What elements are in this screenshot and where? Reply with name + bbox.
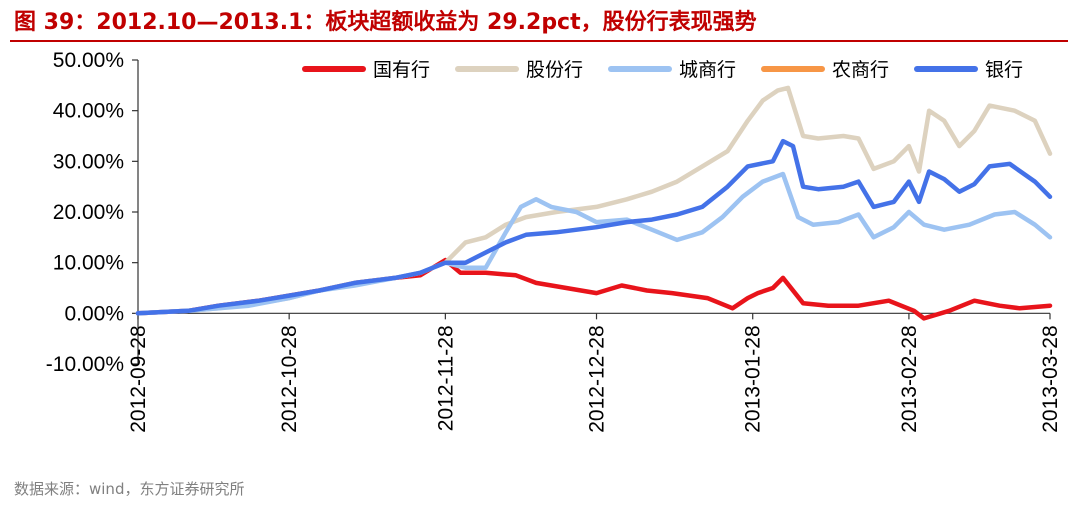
legend-label: 城商行 (679, 59, 736, 81)
chart-title: 图 39：2012.10—2013.1：板块超额收益为 29.2pct，股份行表… (14, 10, 757, 35)
y-tick-label: 20.00% (53, 201, 124, 224)
x-tick-label: 2012-11-28 (434, 325, 457, 431)
legend-label: 股份行 (526, 59, 583, 81)
legend-label: 国有行 (373, 59, 430, 81)
x-tick-label: 2013-02-28 (898, 325, 921, 432)
x-tick-label: 2012-10-28 (278, 325, 301, 432)
series-lines (135, 85, 1053, 321)
y-tick-label: 40.00% (53, 100, 124, 123)
x-tick-label: 2013-03-28 (1039, 325, 1062, 432)
axes: -10.00% 0.00% 10.00% 20.00% 30.00% 40.00% 50.0… (46, 49, 1062, 433)
y-tick-label: 30.00% (53, 150, 124, 173)
x-tick-label: 2012-12-28 (586, 325, 609, 432)
x-tick-label: 2013-01-28 (742, 325, 765, 432)
y-tick-label: 50.00% (53, 49, 124, 72)
y-tick-label: -10.00% (46, 353, 124, 376)
y-tick-label: 10.00% (53, 252, 124, 275)
legend-label: 银行 (985, 59, 1023, 81)
y-tick-label: 0.00% (64, 302, 124, 325)
series-line-2 (135, 85, 1053, 316)
title-underline (10, 40, 1068, 42)
line-chart: -10.00% 0.00% 10.00% 20.00% 30.00% 40.00% 50.0… (46, 49, 1062, 433)
x-tick-label: 2012-09-28 (127, 325, 150, 432)
series-line-5 (135, 138, 1053, 316)
series-line-1 (135, 257, 1053, 321)
legend: 国有行 股份行 城商行 农商行 银行 (302, 59, 1023, 81)
data-source-note: 数据来源：wind，东方证券研究所 (14, 480, 245, 498)
legend-label: 农商行 (832, 59, 889, 81)
